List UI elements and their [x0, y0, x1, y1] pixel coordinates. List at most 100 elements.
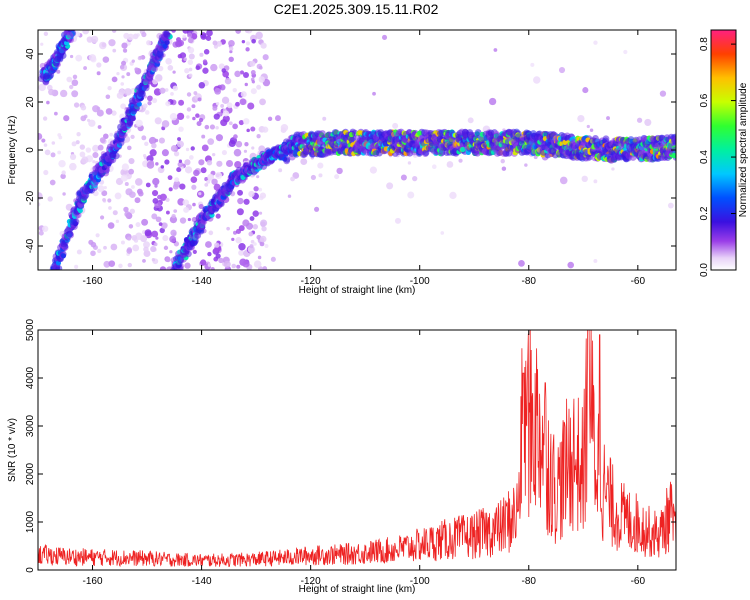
heatmap-noise-blob: [204, 182, 209, 187]
heatmap-noise-blob: [151, 230, 159, 238]
heatmap-noise-blob: [165, 257, 171, 263]
heatmap-noise-blob: [240, 91, 247, 98]
heatmap-noise-blob: [73, 102, 80, 108]
heatmap-noise-blob: [253, 260, 262, 268]
heatmap-noise-blob: [190, 146, 195, 151]
heatmap-noise-blob: [226, 102, 233, 109]
heatmap-noise-blob: [38, 192, 43, 200]
heatmap-y-tick-label: 0: [25, 147, 36, 153]
heatmap-noise-blob: [467, 117, 474, 124]
heatmap-y-tick-label: -40: [25, 238, 36, 253]
heatmap-noise-blob: [440, 231, 445, 235]
heatmap-noise-blob: [589, 128, 594, 132]
heatmap-noise-blob: [262, 54, 269, 61]
heatmap-noise-blob: [235, 30, 241, 34]
heatmap-trace-blob: [602, 135, 610, 143]
heatmap-noise-blob: [264, 243, 269, 248]
heatmap-noise-blob: [96, 109, 104, 117]
heatmap-noise-blob: [446, 161, 454, 168]
heatmap-trace-blob: [66, 230, 74, 238]
heatmap-noise-blob: [149, 160, 154, 165]
heatmap-noise-blob: [205, 35, 212, 41]
heatmap-noise-blob: [213, 183, 221, 191]
heatmap-noise-blob: [169, 235, 177, 243]
heatmap-y-tick-label: 40: [25, 48, 36, 60]
heatmap-noise-blob: [151, 189, 159, 197]
heatmap-noise-blob: [118, 263, 123, 269]
heatmap-noise-blob: [258, 65, 263, 70]
heatmap-noise-blob: [157, 194, 162, 200]
snr-x-tick-label: -120: [301, 576, 321, 587]
heatmap-noise-blob: [170, 92, 174, 96]
heatmap-noise-blob: [132, 244, 140, 252]
heatmap-noise-blob: [256, 175, 260, 179]
heatmap-noise-blob: [154, 117, 162, 125]
heatmap-noise-blob: [143, 241, 150, 249]
heatmap-noise-blob: [169, 250, 173, 254]
heatmap-noise-blob: [228, 56, 234, 62]
heatmap-noise-blob: [121, 163, 130, 171]
heatmap-noise-blob: [188, 67, 193, 72]
snr-y-tick-label: 0: [25, 567, 36, 573]
snr-y-axis-label: SNR (10 * v/v): [7, 418, 18, 482]
heatmap-noise-blob: [216, 160, 223, 167]
heatmap-noise-blob: [260, 219, 268, 227]
heatmap-noise-blob: [95, 233, 100, 238]
heatmap-noise-blob: [175, 40, 183, 48]
heatmap-noise-blob: [100, 215, 105, 220]
heatmap-noise-blob: [165, 197, 170, 202]
heatmap-noise-blob: [160, 165, 165, 169]
heatmap-noise-blob: [247, 245, 256, 254]
heatmap-noise-blob: [236, 208, 244, 216]
heatmap-noise-blob: [192, 249, 197, 254]
heatmap-noise-blob: [96, 71, 101, 76]
heatmap-noise-blob: [586, 124, 590, 129]
heatmap-noise-blob: [183, 57, 188, 62]
heatmap-noise-blob: [159, 87, 166, 94]
heatmap-noise-blob: [177, 53, 183, 59]
heatmap-noise-blob: [155, 236, 159, 240]
heatmap-noise-blob: [61, 170, 66, 175]
heatmap-noise-blob: [143, 246, 149, 253]
heatmap-noise-blob: [231, 237, 235, 242]
heatmap-noise-blob: [164, 159, 170, 165]
heatmap-noise-blob: [226, 226, 230, 231]
heatmap-trace-blob: [505, 149, 513, 157]
heatmap-noise-blob: [99, 137, 106, 144]
heatmap-noise-blob: [71, 79, 79, 87]
heatmap-noise-blob: [243, 198, 250, 205]
heatmap-noise-blob: [167, 65, 174, 71]
heatmap-noise-blob: [182, 30, 189, 34]
heatmap-noise-blob: [209, 124, 216, 130]
heatmap-noise-blob: [147, 95, 153, 102]
heatmap-noise-blob: [400, 174, 407, 181]
heatmap-noise-blob: [183, 206, 190, 213]
heatmap-noise-blob: [86, 118, 91, 123]
heatmap-noise-blob: [144, 110, 150, 115]
heatmap-noise-blob: [101, 190, 108, 197]
heatmap-noise-blob: [322, 116, 327, 121]
heatmap-noise-blob: [190, 176, 198, 183]
heatmap-noise-blob: [258, 211, 263, 215]
heatmap-noise-blob: [212, 105, 218, 111]
heatmap-noise-blob: [109, 132, 114, 137]
heatmap-noise-blob: [222, 110, 230, 117]
heatmap-noise-blob: [57, 150, 62, 155]
heatmap-x-tick-label: -60: [631, 276, 646, 287]
heatmap-noise-blob: [90, 35, 99, 44]
heatmap-noise-blob: [501, 166, 507, 171]
heatmap-noise-blob: [103, 245, 107, 250]
colorbar-tick-label: 0.6: [699, 93, 710, 107]
heatmap-trace-blob: [167, 23, 172, 28]
heatmap-noise-blob: [178, 126, 184, 132]
heatmap-noise-blob: [212, 153, 216, 157]
heatmap-noise-blob: [38, 202, 41, 207]
heatmap-noise-blob: [184, 159, 191, 166]
heatmap-noise-blob: [184, 166, 193, 174]
heatmap-noise-blob: [581, 175, 588, 183]
heatmap-noise-blob: [198, 204, 204, 210]
snr-frame: [37, 329, 677, 571]
snr-y-tick-label: 4000: [25, 366, 36, 389]
heatmap-noise-blob: [246, 41, 250, 46]
heatmap-noise-blob: [112, 210, 118, 216]
